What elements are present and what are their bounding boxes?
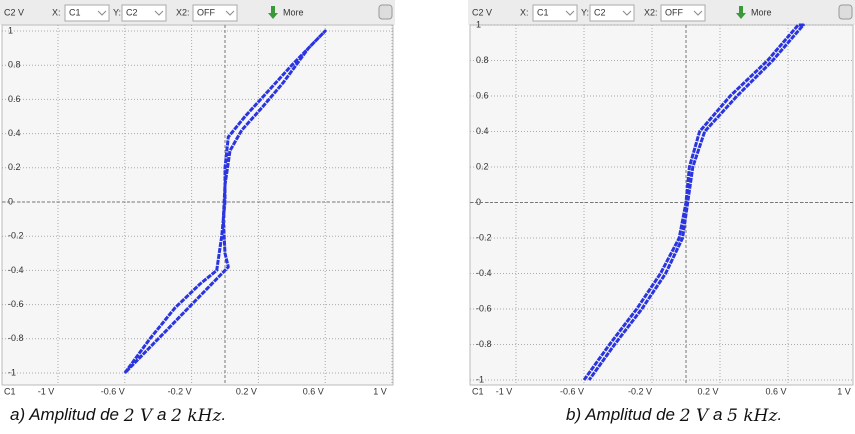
dropdown-value: C1 (69, 7, 81, 17)
more-button[interactable]: More (751, 7, 772, 17)
caption: a) Amplitud de 2 V a 2 kHz. (10, 405, 226, 425)
y-tick-label: -0.8 (476, 339, 492, 349)
y-tick-label: 0.6 (8, 94, 21, 104)
y-tick-label: 0.4 (8, 128, 21, 138)
caption-part: b) Amplitud de (566, 405, 680, 424)
caption-part: 2 V (123, 406, 154, 426)
control-label: X2: (176, 7, 190, 17)
x-tick-label: 0.2 V (236, 386, 257, 396)
y-tick-label: -0.2 (8, 231, 24, 241)
y-tick-label: 0 (476, 197, 481, 207)
caption-part: a) Amplitud de (10, 405, 124, 424)
screenshot: C2 V X: C1 C2 OFF Y: X2: More 1 0.8 0.6 0.4 0.2 0 -0.2… (0, 0, 855, 434)
x-axis-label: C1 (472, 386, 484, 396)
dropdown-value: C2 (594, 7, 606, 17)
y-tick-label: -0.2 (476, 232, 492, 242)
dropdown-value: C2 (126, 7, 138, 17)
y-tick-label: 0.2 (476, 161, 489, 171)
more-button[interactable]: More (283, 7, 304, 17)
x-tick-label: 0.2 V (697, 386, 718, 396)
y-tick-label: -0.4 (476, 268, 492, 278)
y-tick-label: -0.8 (8, 333, 24, 343)
control-label: Y: (581, 7, 589, 17)
y-axis-label: C2 V (472, 7, 492, 17)
y-tick-label: 1 (8, 25, 13, 35)
y-tick-label: -0.6 (476, 303, 492, 313)
control-label: X: (52, 7, 61, 17)
dropdown-value: OFF (197, 7, 215, 17)
x-tick-label: -0.6 V (560, 386, 584, 396)
x-tick-label: -0.2 V (168, 386, 192, 396)
y-tick-label: -0.4 (8, 265, 24, 275)
control-label: Y: (113, 7, 121, 17)
caption-part: . (777, 405, 782, 424)
caption-part: a (152, 405, 171, 424)
y-tick-label: -1 (476, 374, 484, 384)
x-tick-label: 1 V (837, 386, 851, 396)
control-label: X2: (644, 7, 658, 17)
caption-part: a (708, 405, 727, 424)
y-tick-label: 0.8 (476, 55, 489, 65)
settings-icon[interactable] (839, 5, 852, 19)
y-tick-label: 1 (476, 19, 481, 29)
caption: b) Amplitud de 2 V a 5 kHz. (566, 405, 782, 425)
y-tick-label: 0.2 (8, 162, 21, 172)
x-tick-label: -1 V (496, 386, 513, 396)
dropdown-value: OFF (665, 7, 683, 17)
y-tick-label: 0 (8, 196, 13, 206)
x-tick-label: -0.2 V (628, 386, 652, 396)
caption-part: 5 kHz (727, 406, 778, 426)
x-tick-label: 1 V (373, 386, 387, 396)
control-label: X: (520, 7, 529, 17)
x-tick-label: 0.6 V (765, 386, 786, 396)
caption-part: 2 V (679, 406, 710, 426)
caption-part: 2 kHz (170, 406, 222, 426)
caption-part: . (221, 405, 226, 424)
x-axis-label: C1 (4, 386, 16, 396)
y-tick-label: 0.4 (476, 126, 489, 136)
settings-icon[interactable] (379, 5, 392, 19)
plot-area (470, 25, 853, 385)
plot-area (2, 25, 393, 385)
x-tick-label: -0.6 V (101, 386, 125, 396)
y-tick-label: 0.8 (8, 60, 21, 70)
dropdown-value: C1 (537, 7, 549, 17)
x-tick-label: 0.6 V (303, 386, 324, 396)
y-axis-label: C2 V (4, 7, 24, 17)
y-tick-label: -0.6 (8, 299, 24, 309)
y-tick-label: 0.6 (476, 90, 489, 100)
y-tick-label: -1 (8, 367, 16, 377)
x-tick-label: -1 V (38, 386, 55, 396)
